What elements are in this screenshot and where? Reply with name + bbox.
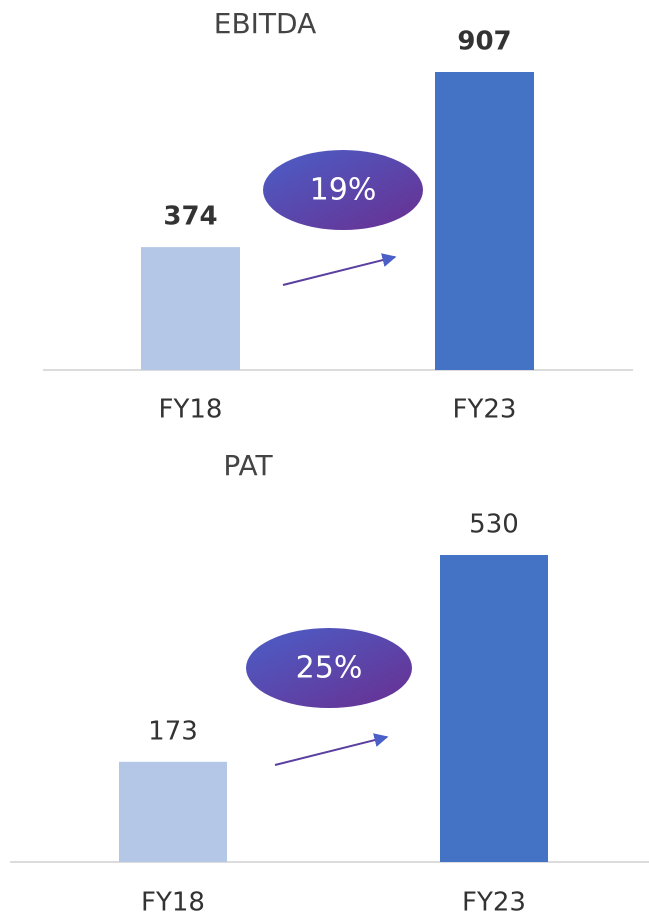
category-label: FY23 bbox=[462, 888, 526, 918]
category-label: FY23 bbox=[453, 395, 517, 425]
bar bbox=[141, 247, 240, 370]
category-label: FY18 bbox=[159, 395, 223, 425]
bar bbox=[435, 72, 534, 370]
value-label: 173 bbox=[148, 716, 198, 746]
bar bbox=[440, 555, 548, 862]
growth-label: 19% bbox=[310, 173, 377, 208]
growth-label: 25% bbox=[296, 651, 363, 686]
chart-title: PAT bbox=[223, 449, 273, 482]
growth-bubble bbox=[263, 150, 423, 230]
growth-arrow bbox=[274, 733, 389, 766]
chart-title: EBITDA bbox=[214, 7, 316, 40]
value-label: 907 bbox=[457, 27, 511, 57]
category-label: FY18 bbox=[141, 888, 205, 918]
value-label: 374 bbox=[163, 202, 217, 232]
growth-bubble bbox=[246, 628, 412, 708]
bar bbox=[119, 761, 227, 862]
growth-arrow bbox=[282, 253, 397, 286]
value-label: 530 bbox=[469, 510, 519, 540]
